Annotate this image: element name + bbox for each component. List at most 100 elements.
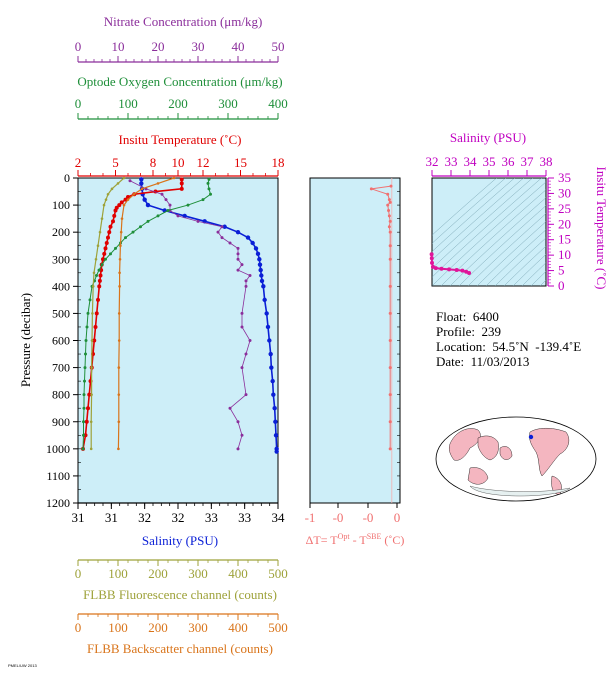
temperature-point [119,200,124,205]
fluorescence-point [90,393,93,396]
pressure-tick-label: 300 [52,252,70,266]
temperature-point [112,213,117,218]
fluorescence-point [110,187,114,191]
nitrate-axis-label: Nitrate Concentration (μm/kg) [104,14,263,29]
ts-y-tick-label: 5 [558,263,565,278]
nitrate-point [228,241,232,245]
fluorescence-tick-label: 100 [108,566,128,581]
oxygen-point [84,339,88,342]
ts-point [467,271,472,276]
oxygen-point [88,298,92,302]
backscatter-point [120,217,124,220]
oxygen-axis-label: Optode Oxygen Concentration (μm/kg) [77,74,282,89]
isopycnal-line [458,205,546,286]
oxygen-point [82,393,86,397]
delta-t-point [388,447,392,451]
delta-t-point [388,200,392,204]
salinity-axis: 31 31 32 32 33 33 34 [72,502,285,525]
nitrate-point [244,352,248,356]
ts-series [429,252,472,276]
delta-t-point [388,230,392,234]
fluorescence-point [90,339,94,342]
salinity-point [255,251,261,257]
info-float: Float: 6400 [436,309,499,324]
ts-x-tick-label: 32 [426,154,439,169]
salinity-point [272,406,277,411]
fluorescence-point [91,285,95,288]
temperature-point [84,419,89,424]
oxygen-axis: 0 100 200 300 400 [75,96,288,120]
isopycnal-line [467,213,546,286]
globe-map [435,416,597,502]
ts-x-tick-label: 38 [540,154,553,169]
salinity-point [259,273,264,278]
temperature-point [101,257,105,262]
temperature-tick-label: 2 [75,155,82,170]
ts-y-tick-label: 10 [558,247,571,262]
isopycnal-line [432,178,515,252]
salinity-point [222,224,227,229]
backscatter-tick-label: 200 [148,620,168,635]
info-location: Location: 54.5˚N -139.4˚E [436,339,582,354]
nitrate-point [160,192,164,196]
pressure-tick-label: 800 [52,388,70,402]
salinity-point [274,449,279,454]
oxygen-point [104,257,107,261]
fluorescence-point [122,176,126,180]
isopycnal-line [494,237,546,286]
ts-title: Salinity (PSU) [450,130,526,145]
ts-y-tick-label: 25 [558,201,571,216]
oxygen-point [81,447,85,451]
backscatter-tick-label: 0 [75,620,82,635]
nitrate-tick-label: 50 [272,39,285,54]
oxygen-point [86,311,90,315]
pressure-tick-label: 200 [52,225,70,239]
nitrate-tick-label: 10 [112,39,125,54]
delta-t-point [387,225,391,229]
salinity-point [267,338,272,343]
oxygen-point [156,214,160,218]
delta-t-point [369,187,373,191]
oxygen-point [166,209,170,212]
nitrate-axis: 0 10 20 30 40 50 [75,39,285,63]
temperature-point [102,251,107,256]
backscatter-point [117,366,121,369]
fluorescence-axis-label: FLBB Fluorescence channel (counts) [83,587,277,602]
backscatter-point [140,187,144,191]
delta-t-point [388,244,392,248]
nitrate-tick-label: 40 [232,39,245,54]
salinity-point [259,278,265,284]
delta-t-point [388,339,392,342]
delta-t-point [388,311,392,315]
temperature-point [93,324,98,329]
backscatter-point [126,198,130,201]
delta-t-point [387,209,391,212]
backscatter-point [119,230,123,234]
nitrate-point [244,284,248,288]
isopycnal-line [432,178,524,261]
pressure-tick-label: 500 [52,306,70,320]
nitrate-point [168,203,172,207]
temperature-point [92,338,97,343]
nitrate-point [244,393,248,397]
salinity-point [273,433,279,438]
backscatter-axis: 0 100 200 300 400 500 [75,613,288,635]
delta-t-point [386,203,390,207]
ts-temperature-axis-label: Insitu Temperature (˚C) [594,166,609,289]
nitrate-point [176,214,180,218]
nitrate-tick-label: 20 [152,39,165,54]
salinity-point [265,324,271,330]
backscatter-point [118,271,121,275]
delta-t-point [388,393,392,397]
oxygen-point [206,181,210,185]
ts-x-tick-label: 34 [464,154,478,169]
temperature-point [179,186,184,191]
ts-point [429,252,434,257]
oxygen-tick-label: 400 [268,96,288,111]
oxygen-point [82,433,85,437]
delta-t-point [386,192,390,196]
footnote: PMEL/UW 2013 [8,663,37,668]
fluorescence-tick-label: 500 [268,566,288,581]
delta-t-point [387,198,391,202]
